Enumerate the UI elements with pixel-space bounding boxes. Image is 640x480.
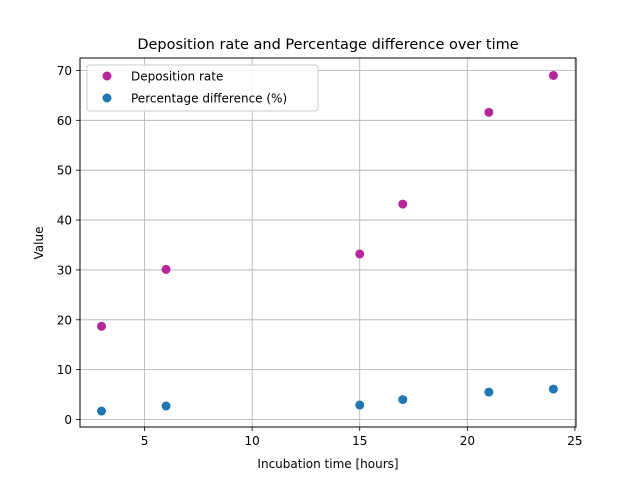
legend-marker-deposition-rate <box>102 71 112 81</box>
data-point-deposition-rate <box>161 264 171 274</box>
y-tick-label: 30 <box>57 263 72 277</box>
y-axis-label: Value <box>32 227 46 260</box>
y-tick-label: 40 <box>57 214 72 228</box>
legend-box <box>86 64 319 112</box>
data-point-deposition-rate <box>484 107 494 117</box>
y-tick-label: 10 <box>57 363 72 377</box>
data-point-percentage-difference <box>161 401 171 411</box>
data-point-percentage-difference <box>355 400 365 410</box>
data-point-percentage-difference <box>97 406 107 416</box>
x-tick-label: 5 <box>141 434 149 448</box>
data-point-percentage-difference <box>398 395 408 405</box>
data-point-percentage-difference <box>484 387 494 397</box>
grid <box>80 58 576 427</box>
legend: Deposition rate Percentage difference (%… <box>86 64 319 112</box>
y-tick-label: 0 <box>64 413 72 427</box>
y-tick-label: 20 <box>57 313 72 327</box>
y-tick-label: 50 <box>57 164 72 178</box>
legend-marker-percentage-difference <box>102 93 112 103</box>
x-tick-label: 20 <box>460 434 475 448</box>
chart-title: Deposition rate and Percentage differenc… <box>137 37 518 53</box>
plot-area <box>79 57 577 428</box>
data-points <box>97 70 558 416</box>
data-point-deposition-rate <box>548 70 558 80</box>
legend-label-deposition-rate: Deposition rate <box>131 70 223 84</box>
x-axis-label: Incubation time [hours] <box>257 457 398 471</box>
y-tick-label: 70 <box>57 64 72 78</box>
x-tick-label: 25 <box>567 434 582 448</box>
data-point-deposition-rate <box>355 249 365 259</box>
x-tick-label: 15 <box>352 434 367 448</box>
x-tick-label: 10 <box>245 434 260 448</box>
data-point-percentage-difference <box>548 384 558 394</box>
legend-label-percentage-difference: Percentage difference (%) <box>131 92 287 106</box>
axis-ticks: 5 10 15 20 25 0 10 20 30 40 50 60 70 <box>57 64 583 448</box>
data-point-deposition-rate <box>97 321 107 331</box>
y-tick-label: 60 <box>57 114 72 128</box>
data-point-deposition-rate <box>398 199 408 209</box>
